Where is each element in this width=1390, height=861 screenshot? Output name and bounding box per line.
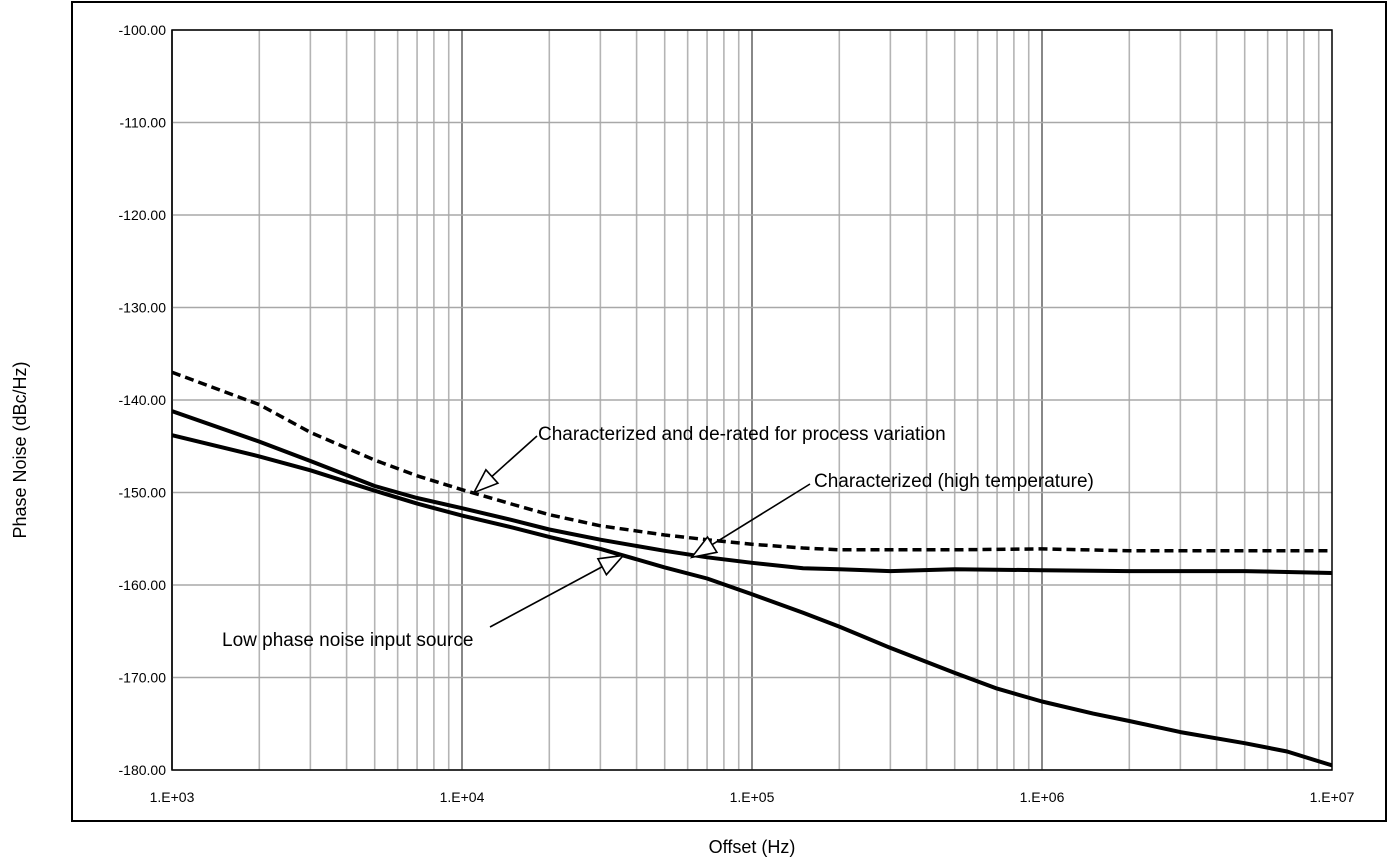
series-line-1 [172,370,1332,553]
series-line-2 [172,409,1332,575]
series-line-3 [172,433,1332,768]
y-tick-label: -150.00 [119,485,167,501]
x-tick-label: 1.E+06 [1020,789,1065,805]
y-tick-labels: -100.00 -110.00 -120.00 -130.00 -140.00 -150.… [119,22,167,778]
y-tick-label: -180.00 [119,762,167,778]
x-tick-label: 1.E+03 [150,789,195,805]
y-tick-label: -170.00 [119,670,167,686]
annotation-arrowhead [689,535,719,559]
annotation-label: Characterized and de-rated for process v… [538,424,946,445]
plot-area-frame [171,29,1333,771]
chart-border [71,1,1387,822]
series-layer [172,370,1332,768]
annotation-leader-line [491,435,538,478]
annotation-leader-line [711,483,811,546]
y-tick-label: -140.00 [119,392,167,408]
y-axis-label: Phase Noise (dBc/Hz) [10,361,30,538]
x-tick-label: 1.E+04 [440,789,485,805]
y-tick-label: -100.00 [119,22,167,38]
annotation-leader-line [489,566,603,628]
y-tick-label: -160.00 [119,577,167,593]
grid [171,29,1332,771]
y-tick-label: -110.00 [120,115,167,131]
y-tick-label: -130.00 [119,300,167,316]
annotation-arrowhead [596,554,626,577]
x-tick-labels: 1.E+03 1.E+04 1.E+05 1.E+06 1.E+07 [150,789,1355,805]
annotation-label: Characterized (high temperature) [814,471,1094,492]
annotation-arrowhead [472,468,500,495]
y-tick-label: -120.00 [119,207,167,223]
annotations: Characterized and de-rated for process v… [222,424,1094,651]
x-tick-label: 1.E+07 [1310,789,1355,805]
annotation-label: Low phase noise input source [222,630,473,651]
x-tick-label: 1.E+05 [730,789,775,805]
x-axis-label: Offset (Hz) [709,837,796,857]
